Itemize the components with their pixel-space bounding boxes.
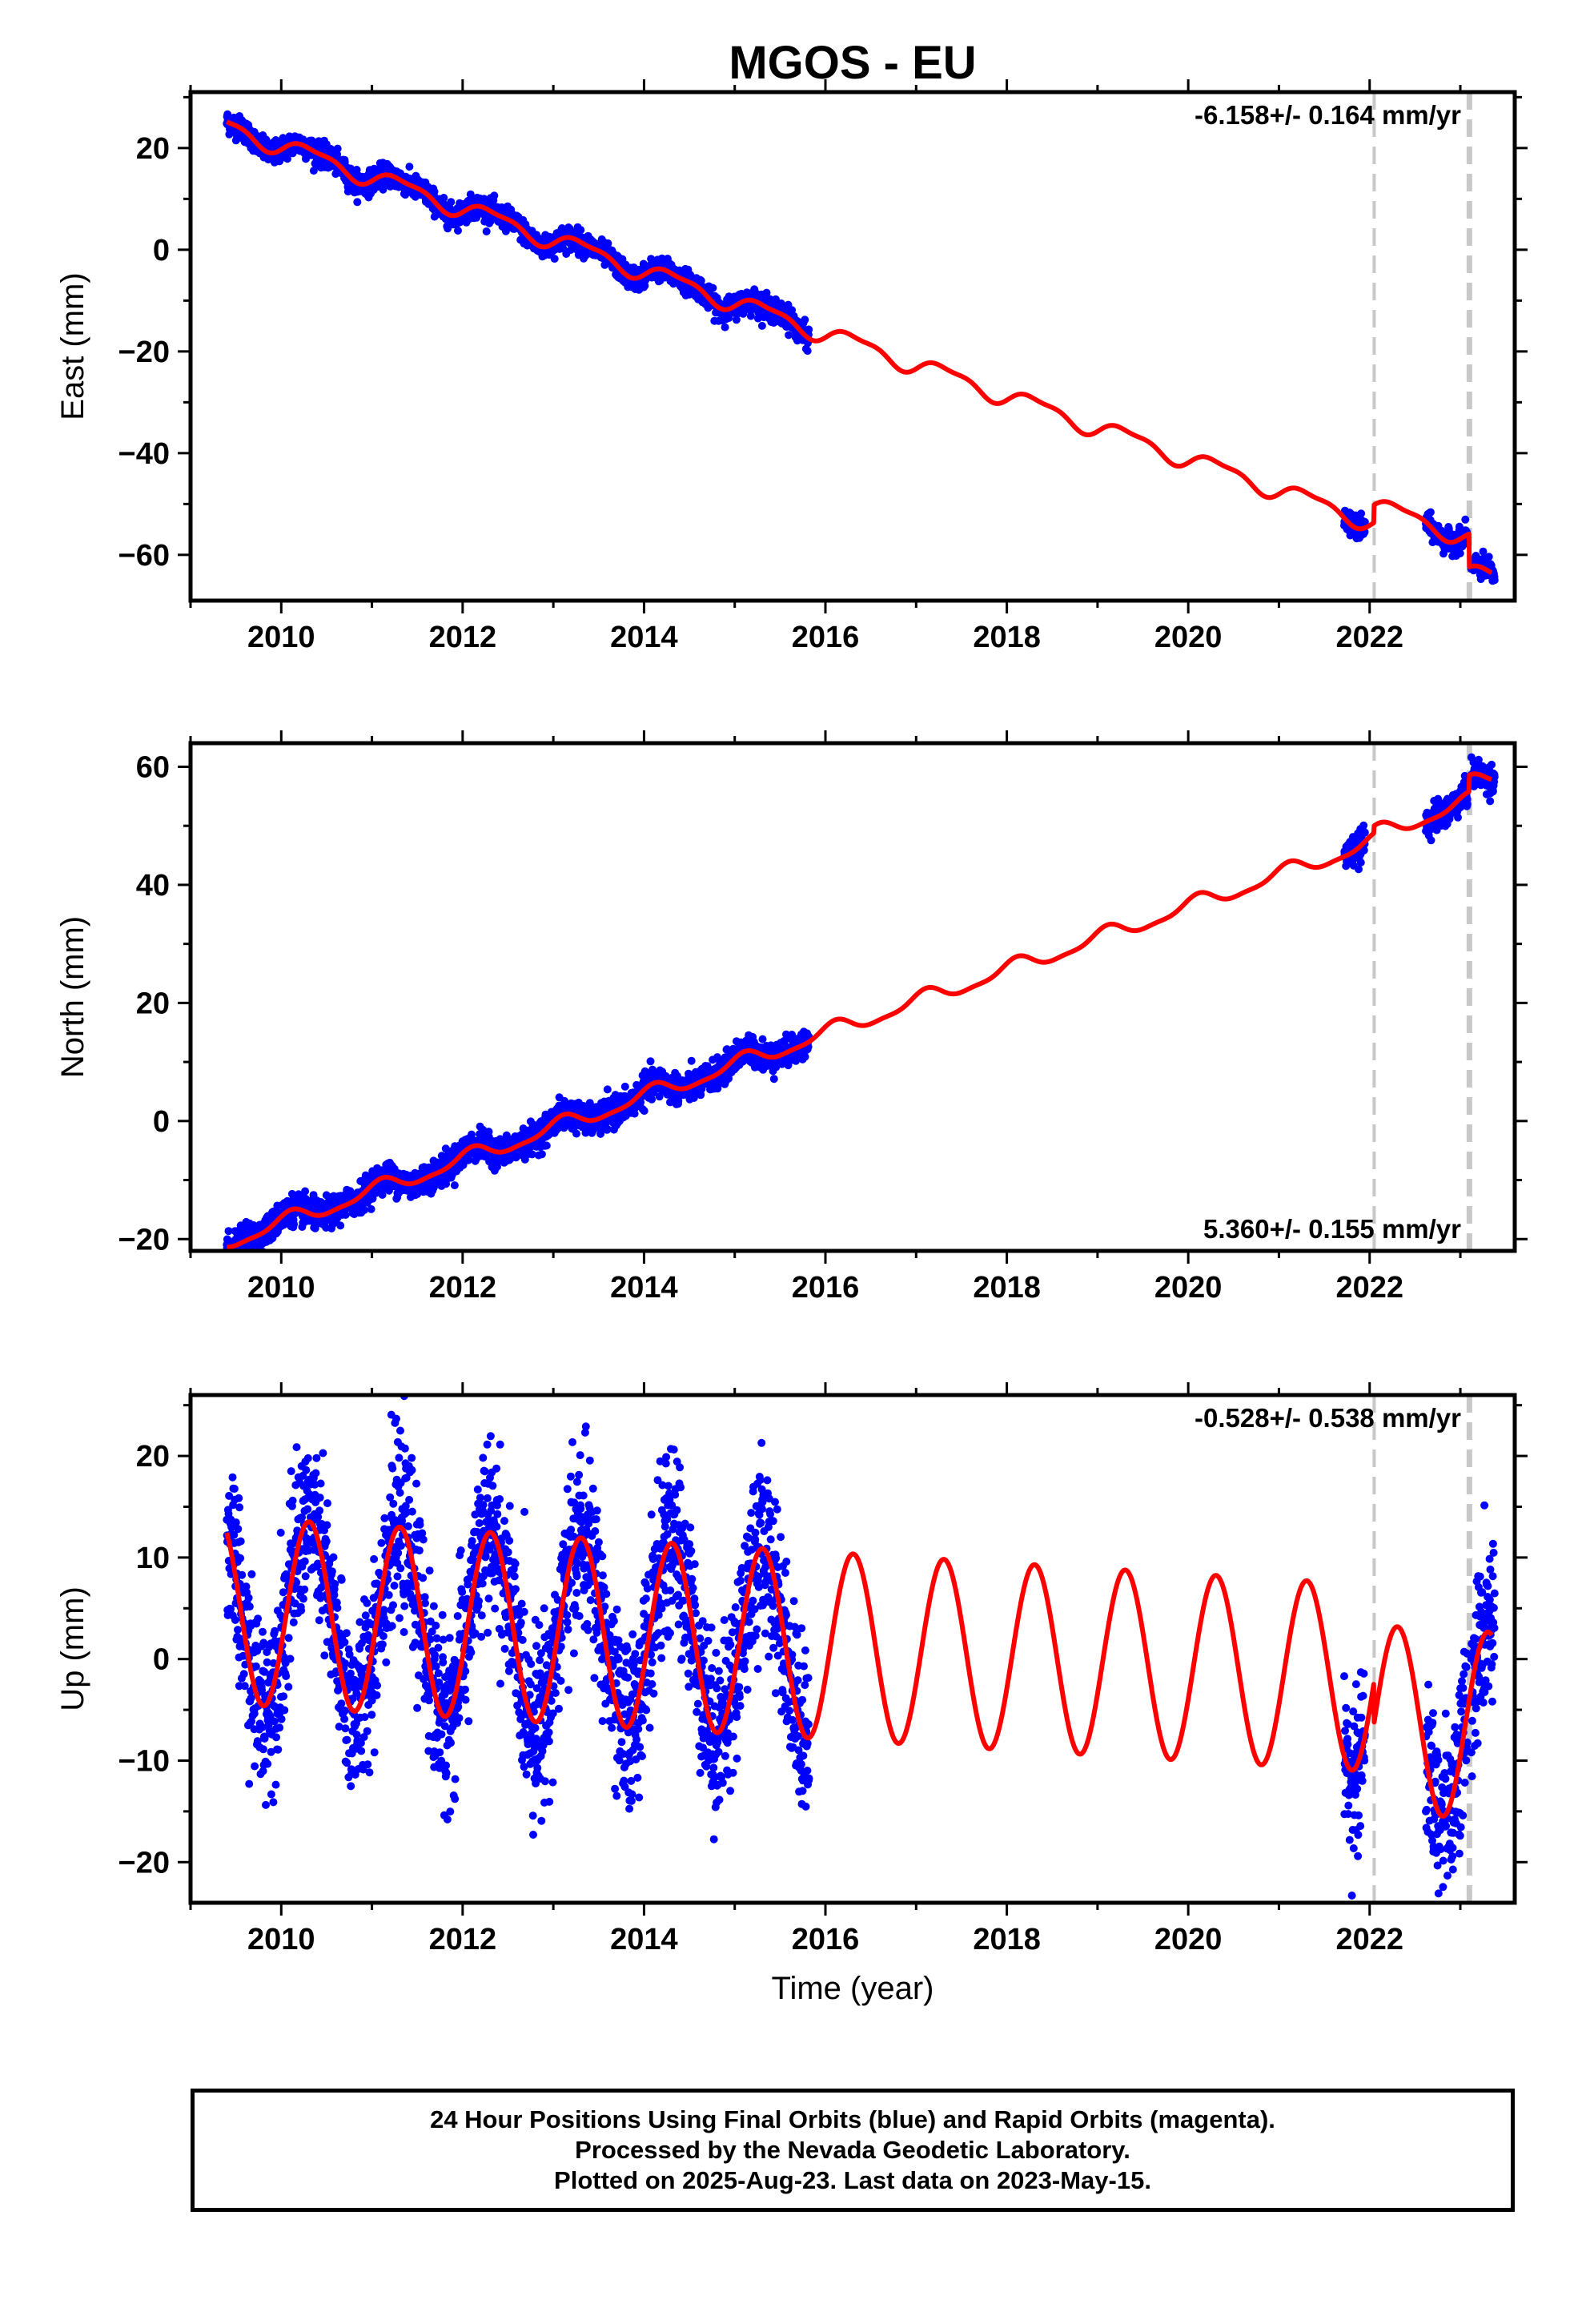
- data-point: [576, 226, 585, 235]
- data-point: [1484, 553, 1493, 561]
- y-tick-label: 0: [153, 234, 170, 267]
- rate-label-east: -6.158+/- 0.164 mm/yr: [1195, 100, 1461, 130]
- x-tick-label: 2018: [973, 621, 1041, 654]
- data-point: [757, 321, 766, 330]
- data-point: [341, 1211, 350, 1219]
- data-point: [687, 1056, 696, 1065]
- y-tick-label: −60: [118, 539, 170, 573]
- data-point: [1357, 509, 1366, 518]
- model-line-east: [224, 119, 1494, 575]
- data-point: [805, 325, 813, 334]
- data-point: [241, 1253, 249, 1261]
- x-tick-label: 2014: [610, 621, 678, 654]
- data-point: [1426, 508, 1435, 517]
- data-point: [482, 227, 491, 235]
- data-point: [229, 1252, 237, 1261]
- data-point: [803, 347, 812, 356]
- data-points-east: [223, 110, 1499, 585]
- data-point: [228, 1259, 236, 1267]
- data-point: [746, 312, 755, 320]
- data-point: [542, 1141, 551, 1150]
- data-point: [336, 1221, 345, 1230]
- chart-title: MGOS - EU: [729, 37, 976, 89]
- x-tick-label: 2016: [792, 621, 860, 654]
- panel-north: 2010 2012 2014 2016 2018 2020 20226040200−20No…: [55, 730, 1528, 1305]
- data-point: [440, 194, 448, 202]
- data-point: [430, 187, 439, 196]
- data-point: [620, 1082, 629, 1091]
- data-point: [1456, 549, 1464, 557]
- data-point: [235, 1257, 243, 1265]
- data-point: [603, 1085, 612, 1094]
- data-point: [301, 1187, 310, 1196]
- data-point: [537, 1150, 546, 1159]
- plot-area-east: [223, 92, 1499, 601]
- data-point: [640, 1107, 648, 1116]
- panel-east: 2010 2012 2014 2016 2018 2020 2022 20 0 −20 −40 −60…: [55, 79, 1528, 654]
- data-point: [450, 1181, 459, 1190]
- y-tick-label: −40: [118, 437, 170, 471]
- data-point: [333, 144, 342, 153]
- data-point: [290, 1220, 299, 1228]
- plot-area-north: [223, 743, 1499, 1267]
- data-point: [758, 1035, 767, 1043]
- data-point: [1490, 576, 1499, 585]
- x-tick-label: 2012: [429, 621, 497, 654]
- x-tick-label: 2022: [1335, 621, 1403, 654]
- y-tick-label: 20: [136, 132, 170, 166]
- x-tick-label: 2010: [247, 621, 315, 654]
- data-point: [367, 1204, 375, 1213]
- data-points-north: [223, 753, 1499, 1267]
- data-point: [405, 163, 414, 171]
- data-point: [801, 316, 809, 324]
- data-point: [603, 1124, 612, 1133]
- data-point: [769, 1075, 778, 1084]
- data-point: [447, 198, 456, 207]
- data-point: [785, 331, 793, 340]
- data-point: [550, 255, 559, 263]
- y-tick-label: −20: [118, 336, 170, 369]
- data-point: [646, 1057, 655, 1066]
- data-point: [721, 323, 729, 332]
- data-point: [709, 283, 717, 292]
- data-point: [454, 227, 462, 235]
- data-point: [1461, 515, 1470, 524]
- data-point: [309, 167, 318, 175]
- data-point: [353, 198, 362, 207]
- data-point: [490, 191, 499, 200]
- data-point: [648, 1095, 656, 1104]
- x-tick-label: 2020: [1154, 621, 1223, 654]
- data-point: [360, 1206, 368, 1214]
- data-point: [227, 1253, 235, 1261]
- data-point: [572, 1129, 580, 1138]
- y-axis-label-east: East (mm): [55, 272, 90, 420]
